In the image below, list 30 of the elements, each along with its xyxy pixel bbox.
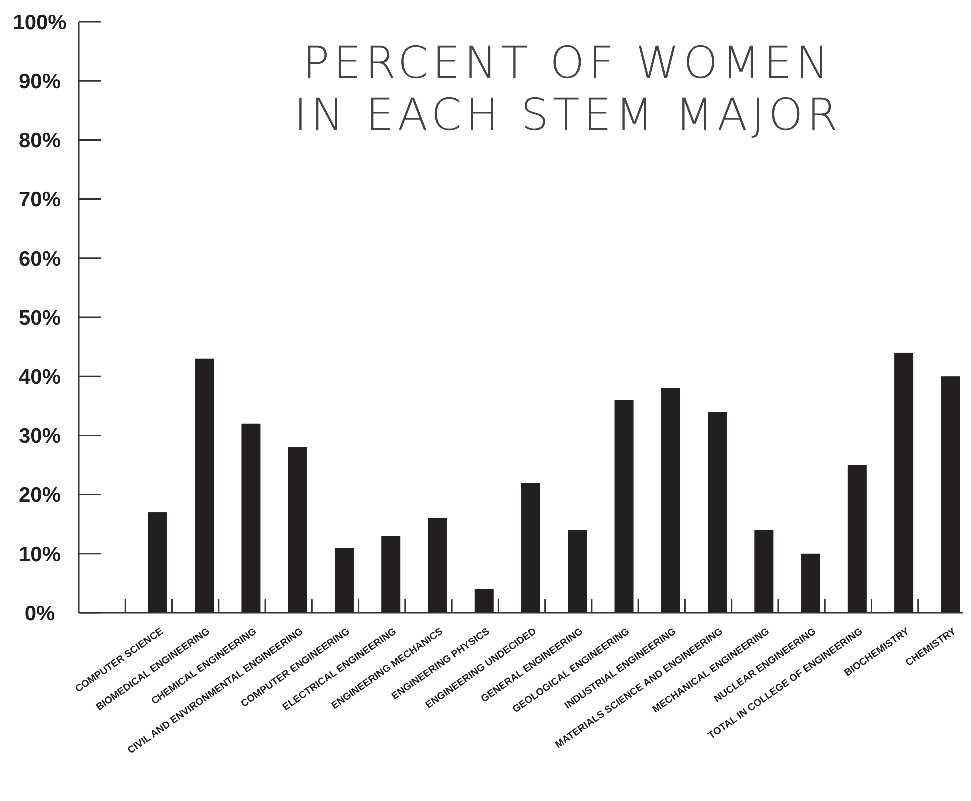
y-tick-label: 20% — [18, 484, 62, 508]
text: PERCENT OF WOMEN IN EACH STEM MAJOR — [294, 38, 842, 141]
y-tick-label: 10% — [18, 543, 62, 566]
bar — [382, 536, 401, 613]
bar — [288, 448, 308, 613]
bar — [522, 482, 540, 613]
bar — [242, 424, 261, 613]
y-tick-label: 100% — [13, 11, 68, 34]
y-tick-label: 0% — [24, 602, 56, 626]
bar — [754, 530, 774, 613]
bar — [801, 554, 820, 613]
bar — [848, 465, 867, 613]
bar — [614, 400, 634, 613]
y-tick-label: 30% — [18, 425, 62, 448]
y-tick-label: 70% — [18, 188, 62, 212]
y-tick-label: 50% — [18, 306, 62, 330]
bar — [195, 358, 214, 613]
y-tick-label: 80% — [18, 130, 62, 153]
bar — [894, 352, 914, 613]
bar — [708, 412, 728, 613]
bar — [568, 530, 588, 613]
y-tick-label: 60% — [18, 248, 62, 271]
bar — [941, 376, 960, 613]
bar — [334, 548, 354, 613]
bar — [474, 589, 494, 613]
bar — [661, 388, 680, 613]
y-tick-label: 40% — [18, 366, 62, 389]
bar — [428, 518, 448, 613]
bar — [148, 512, 168, 613]
y-tick-label: 90% — [18, 70, 62, 94]
